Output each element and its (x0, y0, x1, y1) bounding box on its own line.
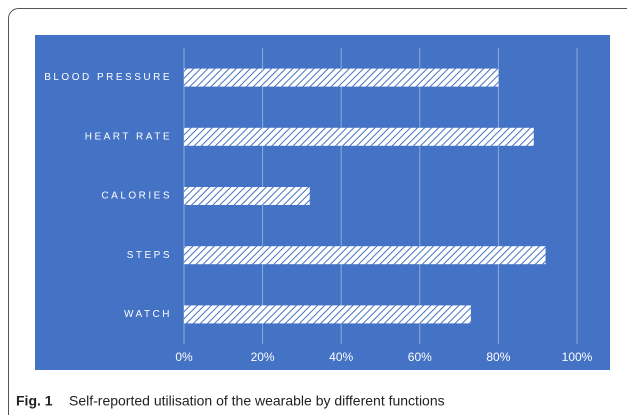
bar (184, 246, 546, 264)
figure-label: Fig. 1 (16, 393, 53, 409)
y-tick-label: BLOOD PRESSURE (44, 72, 172, 83)
x-tick-label: 80% (486, 350, 510, 364)
bar (184, 187, 310, 205)
y-tick-label: WATCH (124, 309, 172, 320)
y-tick-label: STEPS (127, 250, 172, 261)
bar (184, 128, 534, 146)
x-tick-label: 100% (562, 350, 593, 364)
y-tick-label: HEART RATE (85, 131, 172, 142)
y-tick-label: CALORIES (101, 191, 172, 202)
x-tick-label: 40% (329, 350, 353, 364)
bar (184, 305, 471, 323)
chart-title: Self-reported utilisation of the wearabl… (69, 393, 445, 409)
x-tick-label: 20% (251, 350, 275, 364)
x-tick-label: 0% (175, 350, 193, 364)
bar (184, 69, 498, 87)
x-tick-label: 60% (408, 350, 432, 364)
